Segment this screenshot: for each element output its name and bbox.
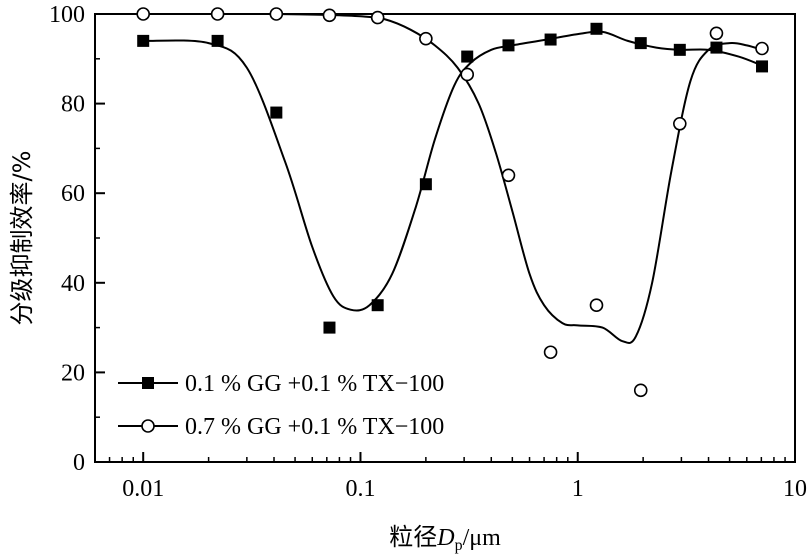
series-2-point (633, 383, 648, 398)
series-2-point (136, 7, 151, 21)
series-2-point (543, 345, 558, 360)
series-2-point (419, 31, 433, 46)
series-2-point (501, 168, 516, 183)
legend-label: 0.7 % GG +0.1 % TX−100 (185, 414, 444, 440)
series-2-point (322, 8, 337, 23)
series-1-curve (143, 30, 763, 312)
series-2-point (460, 67, 475, 82)
series-2-point (673, 116, 687, 131)
y-tick-label: 60 (61, 181, 85, 207)
series-1-point (502, 39, 515, 52)
series-1-point (371, 299, 384, 312)
series-1-point (756, 60, 769, 73)
y-tick-label: 40 (61, 271, 85, 297)
legend-label: 0.1 % GG +0.1 % TX−100 (185, 371, 444, 397)
x-tick-label: 0.01 (122, 476, 164, 502)
y-tick-label: 0 (73, 450, 85, 476)
legend-marker-circle (141, 419, 155, 433)
x-axis-title: 粒径Dp/μm (389, 523, 501, 554)
series-2-point (370, 10, 385, 25)
legend: 0.1 % GG +0.1 % TX−100 0.7 % GG +0.1 % TX… (118, 371, 444, 440)
x-tick-label: 0.1 (345, 476, 375, 502)
x-axis-title-prefix: 粒径 (389, 523, 437, 551)
series-1-point (419, 178, 432, 191)
x-axis-title-unit: /μm (463, 525, 502, 551)
series-2-point (210, 7, 225, 21)
x-tick-label: 1 (572, 476, 584, 502)
series-2-curve (143, 12, 763, 344)
series-1-point (461, 50, 474, 63)
series-1-point (211, 34, 224, 47)
series-1-point (710, 41, 723, 54)
y-tick-label: 80 (61, 92, 85, 118)
series-1-point (544, 33, 557, 46)
x-tick-label: 10 (783, 476, 807, 502)
series-curves (143, 12, 763, 344)
series-2-point (589, 298, 604, 313)
x-axis-title-var: D (436, 525, 454, 551)
y-tick-label: 20 (61, 360, 85, 386)
series-2-point (709, 26, 724, 41)
legend-marker-square (142, 377, 154, 389)
x-axis-title-sub: p (455, 537, 463, 554)
y-tick-label: 100 (49, 2, 85, 28)
series-1-point (270, 106, 283, 119)
series-1-point (590, 22, 603, 35)
series-points (136, 7, 769, 398)
series-2-point (755, 41, 769, 56)
series-1-point (323, 321, 336, 334)
series-1-point (673, 43, 686, 56)
y-axis-title: 分级抑制效率/% (8, 151, 36, 326)
series-1-point (634, 37, 647, 50)
series-1-point (137, 34, 150, 47)
series-2-point (269, 7, 284, 21)
axis-titles: 粒径Dp/μm 分级抑制效率/% (8, 151, 501, 554)
